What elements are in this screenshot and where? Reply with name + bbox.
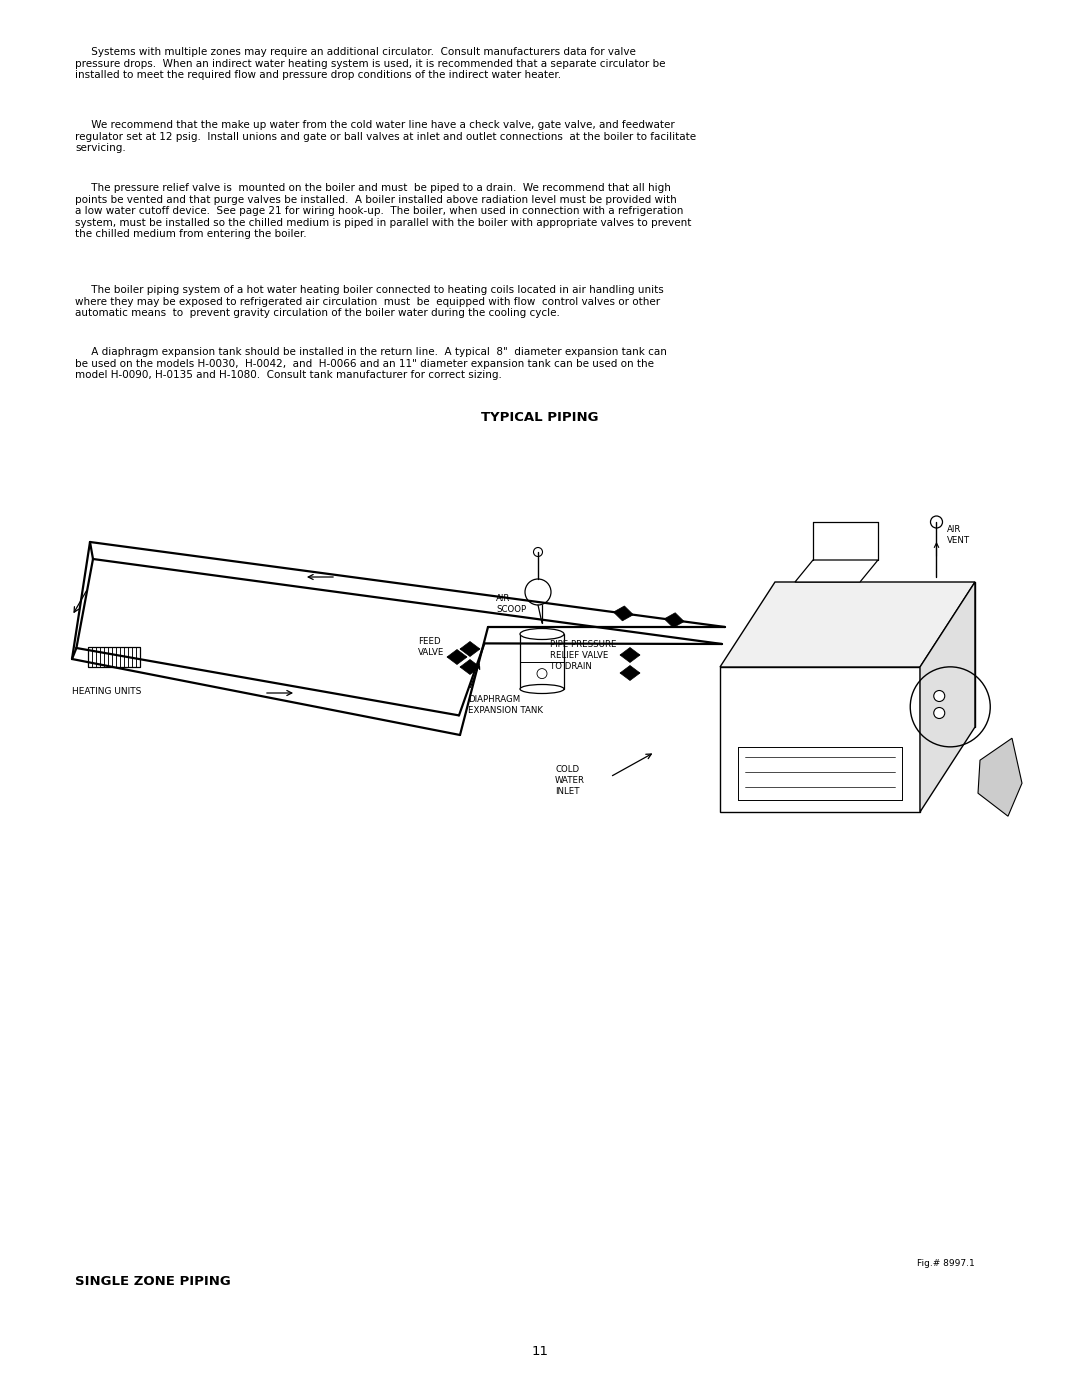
Circle shape [934, 690, 945, 701]
Ellipse shape [519, 685, 564, 693]
Text: We recommend that the make up water from the cold water line have a check valve,: We recommend that the make up water from… [75, 120, 697, 154]
Text: DIAPHRAGM
EXPANSION TANK: DIAPHRAGM EXPANSION TANK [468, 694, 543, 715]
Polygon shape [613, 606, 633, 615]
Text: COLD
WATER
INLET: COLD WATER INLET [555, 766, 585, 796]
Polygon shape [460, 641, 480, 650]
Polygon shape [460, 650, 480, 657]
Polygon shape [447, 657, 467, 665]
Text: The boiler piping system of a hot water heating boiler connected to heating coil: The boiler piping system of a hot water … [75, 285, 664, 319]
Polygon shape [620, 665, 640, 673]
Polygon shape [920, 583, 975, 812]
Text: AIR
SCOOP: AIR SCOOP [496, 594, 526, 615]
Polygon shape [620, 673, 640, 680]
Circle shape [525, 578, 551, 605]
Polygon shape [620, 647, 640, 655]
Text: A diaphragm expansion tank should be installed in the return line.  A typical  8: A diaphragm expansion tank should be ins… [75, 346, 666, 380]
Polygon shape [720, 583, 975, 666]
Text: 11: 11 [531, 1345, 549, 1358]
Bar [87, 647, 140, 666]
Polygon shape [795, 560, 878, 583]
Polygon shape [460, 666, 480, 675]
Text: HEATING UNITS: HEATING UNITS [72, 687, 141, 696]
Polygon shape [613, 612, 633, 620]
Text: The pressure relief valve is  mounted on the boiler and must  be piped to a drai: The pressure relief valve is mounted on … [75, 183, 691, 239]
Text: AIR
VENT: AIR VENT [946, 525, 970, 545]
Circle shape [934, 707, 945, 718]
Text: PIPE PRESSURE
RELIEF VALVE
TO DRAIN: PIPE PRESSURE RELIEF VALVE TO DRAIN [550, 640, 617, 671]
Bar [519, 634, 564, 689]
Text: SINGLE ZONE PIPING: SINGLE ZONE PIPING [75, 1275, 231, 1288]
Circle shape [931, 515, 943, 528]
Text: Systems with multiple zones may require an additional circulator.  Consult manuf: Systems with multiple zones may require … [75, 47, 665, 80]
Polygon shape [664, 619, 684, 627]
Ellipse shape [519, 629, 564, 640]
Polygon shape [460, 659, 480, 666]
Text: TYPICAL PIPING: TYPICAL PIPING [482, 411, 598, 425]
Polygon shape [447, 650, 467, 657]
Text: Fig.# 8997.1: Fig.# 8997.1 [917, 1259, 975, 1268]
Polygon shape [978, 738, 1022, 816]
Text: FEED
VALVE: FEED VALVE [418, 637, 444, 657]
Polygon shape [620, 655, 640, 662]
Polygon shape [664, 613, 684, 622]
Circle shape [534, 548, 542, 556]
